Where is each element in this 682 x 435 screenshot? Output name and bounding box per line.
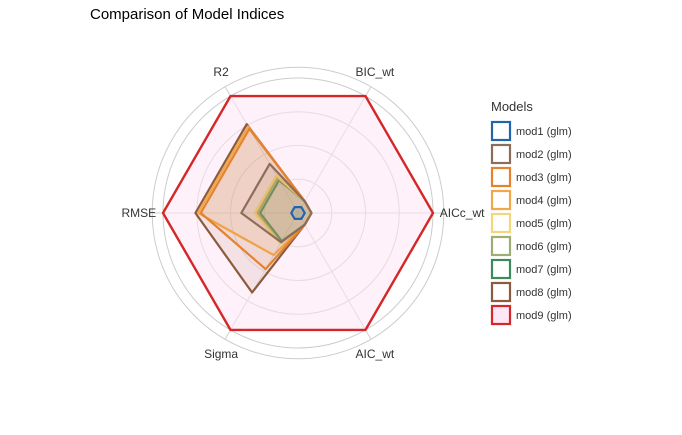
legend-label: mod1 (glm) xyxy=(516,126,572,138)
axis-label-bic-wt: BIC_wt xyxy=(356,65,395,79)
legend-swatch xyxy=(490,235,512,257)
legend-item: mod6 (glm) xyxy=(490,235,572,257)
legend-label: mod8 (glm) xyxy=(516,287,572,299)
axis-label-aic-wt: AIC_wt xyxy=(356,347,395,361)
legend-swatch xyxy=(490,189,512,211)
legend-item: mod2 (glm) xyxy=(490,143,572,165)
series-polygon-mod9-glm- xyxy=(161,94,435,332)
legend-item: mod4 (glm) xyxy=(490,189,572,211)
axis-labels: AICc_wt AIC_wt Sigma RMSE R2 BIC_wt xyxy=(122,65,486,361)
legend-item: mod3 (glm) xyxy=(490,166,572,188)
legend-label: mod4 (glm) xyxy=(516,195,572,207)
legend-label: mod9 (glm) xyxy=(516,310,572,322)
legend-label: mod5 (glm) xyxy=(516,218,572,230)
axis-label-aicc-wt: AICc_wt xyxy=(440,206,485,220)
legend-item: mod5 (glm) xyxy=(490,212,572,234)
legend: Models mod1 (glm) mod2 (glm) mod3 (glm) mod… xyxy=(490,99,572,326)
legend-swatch xyxy=(490,258,512,280)
legend-swatch xyxy=(490,281,512,303)
axis-label-r2: R2 xyxy=(213,65,229,79)
legend-item: mod1 (glm) xyxy=(490,120,572,142)
radar-series xyxy=(161,94,435,332)
legend-swatch xyxy=(490,166,512,188)
legend-item: mod7 (glm) xyxy=(490,258,572,280)
series-polygon-mod1-glm- xyxy=(290,206,306,220)
legend-item: mod8 (glm) xyxy=(490,281,572,303)
axis-label-sigma: Sigma xyxy=(204,347,238,361)
legend-label: mod3 (glm) xyxy=(516,172,572,184)
legend-item: mod9 (glm) xyxy=(490,304,572,326)
legend-label: mod7 (glm) xyxy=(516,264,572,276)
legend-swatch xyxy=(490,120,512,142)
series-polygon-mod2-glm- xyxy=(240,162,313,244)
legend-label: mod6 (glm) xyxy=(516,241,572,253)
legend-label: mod2 (glm) xyxy=(516,149,572,161)
legend-title: Models xyxy=(491,99,533,114)
legend-swatch xyxy=(490,304,512,326)
axis-label-rmse: RMSE xyxy=(122,206,157,220)
chart-title: Comparison of Model Indices xyxy=(90,6,284,23)
legend-swatch xyxy=(490,212,512,234)
legend-swatch xyxy=(490,143,512,165)
